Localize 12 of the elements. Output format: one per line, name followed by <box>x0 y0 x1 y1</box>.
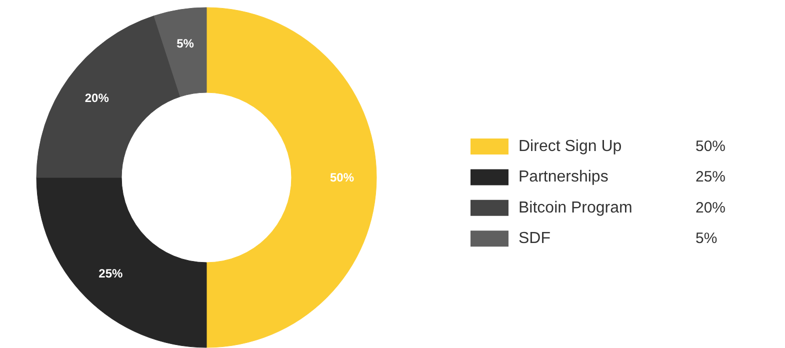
text: 25% <box>696 168 726 186</box>
legend-label: Direct Sign Up <box>518 138 622 155</box>
text: 20% <box>696 199 726 216</box>
data-label: 50% <box>330 170 354 184</box>
text: 5% <box>696 230 718 248</box>
legend-label: Bitcoin Program <box>518 199 632 216</box>
legend-label: SDF <box>518 230 551 248</box>
text: 50% <box>696 138 726 155</box>
data-label: 20% <box>84 90 110 105</box>
data-label: 5% <box>176 36 194 51</box>
legend-label: Partnerships <box>518 168 608 186</box>
data-label: 25% <box>98 266 124 280</box>
